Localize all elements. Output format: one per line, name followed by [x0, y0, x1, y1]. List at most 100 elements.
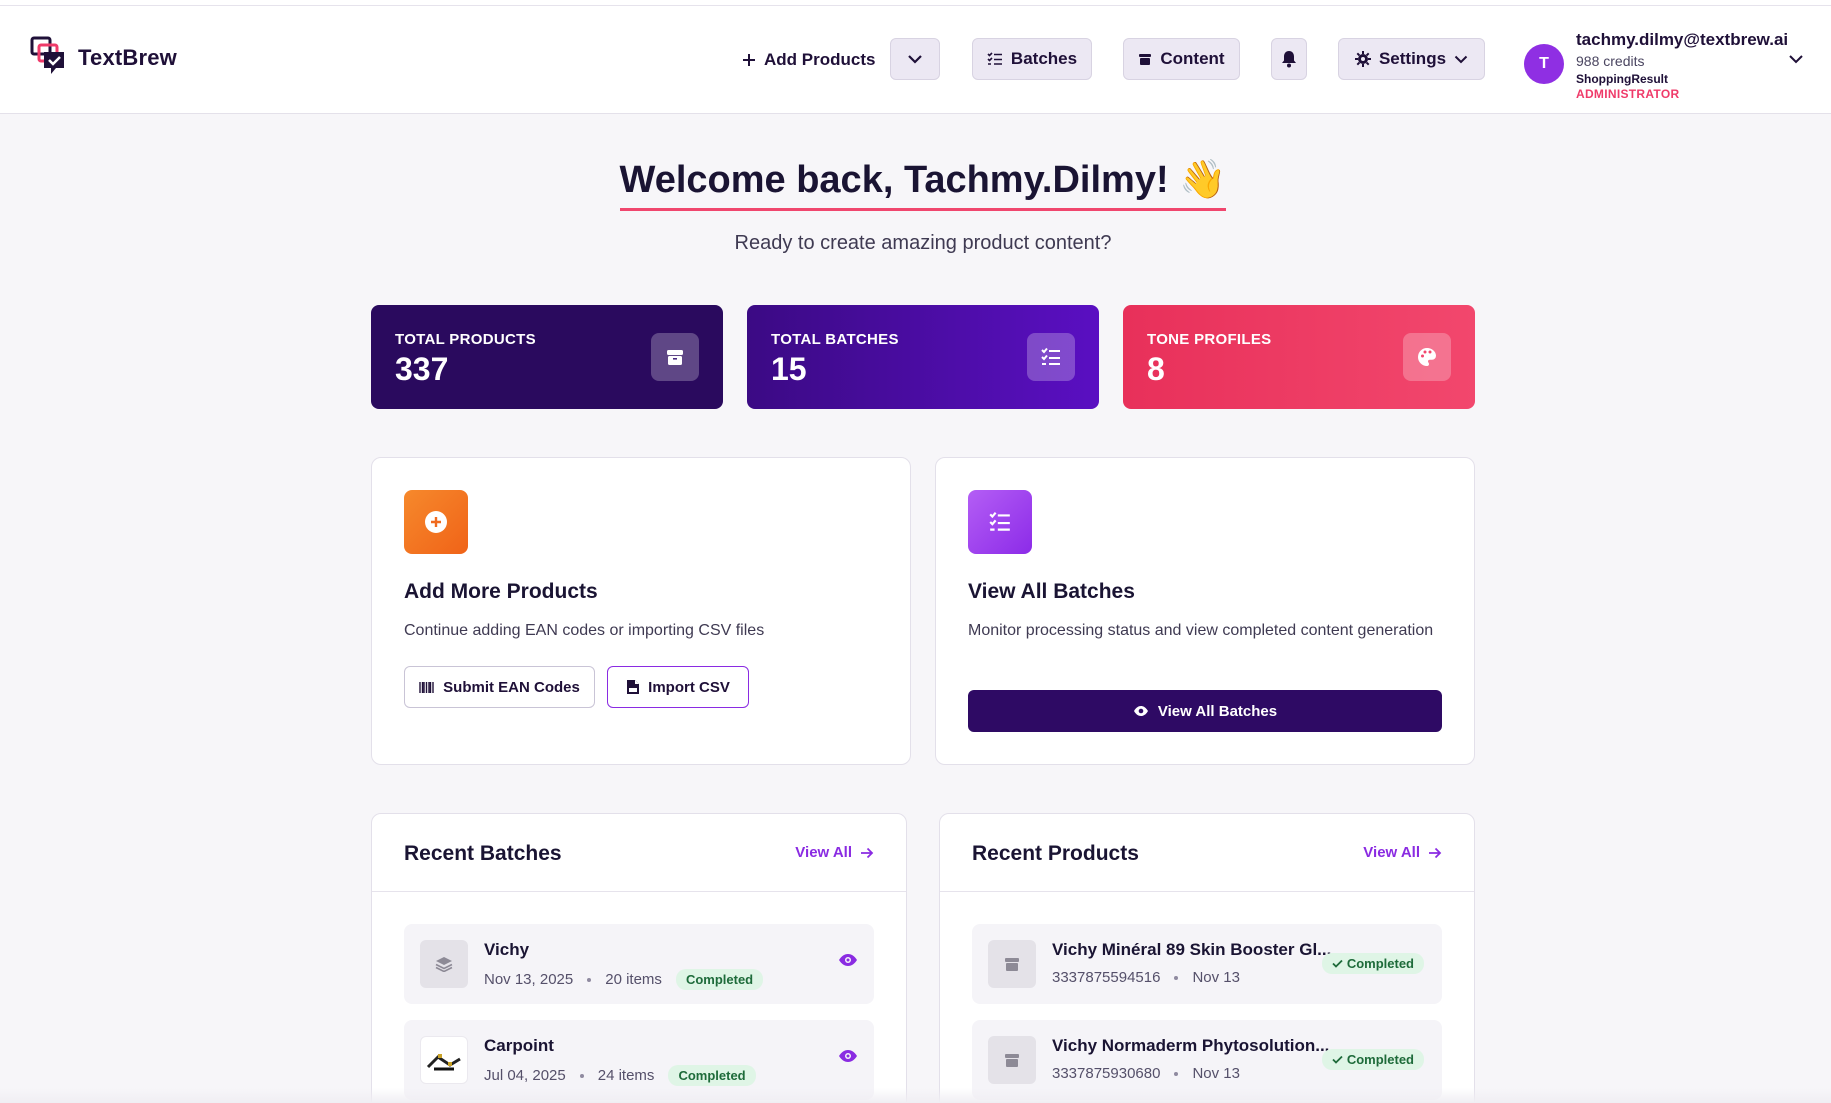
eye-icon — [1133, 705, 1149, 717]
product-name: Vichy Normaderm Phytosolution... — [1052, 1036, 1330, 1055]
app-logo[interactable]: TextBrew — [30, 36, 177, 80]
arrow-right-icon — [860, 847, 874, 859]
card-description: Continue adding EAN codes or importing C… — [404, 622, 765, 639]
view-all-label: View All — [1363, 844, 1420, 861]
welcome-section: Welcome back, Tachmy.Dilmy! 👋 — [0, 158, 1831, 211]
chevron-down-icon — [1454, 55, 1468, 64]
list-check-icon — [968, 490, 1032, 554]
card-title: Add More Products — [404, 580, 598, 603]
status-badge: Completed — [668, 1065, 756, 1086]
list-check-icon — [987, 52, 1003, 66]
batch-date: Jul 04, 2025 — [484, 1067, 566, 1084]
view-all-batches-card: View All Batches Monitor processing stat… — [935, 457, 1475, 765]
status-badge: Completed — [1321, 953, 1424, 974]
content-nav-button[interactable]: Content — [1123, 38, 1240, 80]
stat-card-tone-profiles: TONE PROFILES 8 — [1123, 305, 1475, 409]
product-row[interactable]: Vichy Minéral 89 Skin Booster Gl... 3337… — [972, 924, 1442, 1004]
eye-icon[interactable] — [838, 1049, 858, 1063]
box-icon — [651, 333, 699, 381]
view-all-batches-button[interactable]: View All Batches — [968, 690, 1442, 732]
stat-label: TOTAL BATCHES — [771, 331, 899, 348]
content-label: Content — [1160, 49, 1225, 68]
status-badge: Completed — [675, 969, 764, 990]
stat-value: 8 — [1147, 351, 1165, 387]
batch-date: Nov 13, 2025 — [484, 971, 574, 988]
product-meta: 3337875930680 Nov 13 — [1052, 1065, 1240, 1082]
submit-ean-codes-button[interactable]: Submit EAN Codes — [404, 666, 595, 708]
settings-label: Settings — [1378, 49, 1447, 68]
user-role-badge: ADMINISTRATOR — [1576, 87, 1680, 101]
separator-dot — [579, 1073, 584, 1078]
add-products-button[interactable]: Add Products — [736, 38, 881, 82]
window-top-edge — [0, 0, 1831, 6]
bottom-fade — [0, 1088, 1831, 1103]
stat-card-total-batches: TOTAL BATCHES 15 — [747, 305, 1099, 409]
recent-products-panel: Recent Products View All Vichy Minéral 8… — [939, 813, 1475, 1103]
product-date: Nov 13 — [1192, 969, 1240, 986]
stat-label: TONE PROFILES — [1147, 331, 1272, 348]
plus-circle-icon — [404, 490, 468, 554]
barcode-icon — [419, 681, 435, 694]
batch-row[interactable]: Vichy Nov 13, 2025 20 items Completed — [404, 924, 874, 1004]
product-row[interactable]: Vichy Normaderm Phytosolution... 3337875… — [972, 1020, 1442, 1100]
settings-menu-button[interactable]: Settings — [1338, 38, 1485, 80]
box-icon — [1138, 52, 1152, 66]
add-more-products-card: Add More Products Continue adding EAN co… — [371, 457, 911, 765]
product-name: Vichy Minéral 89 Skin Booster Gl... — [1052, 940, 1332, 959]
car-jack-thumbnail — [420, 1036, 468, 1084]
batch-meta: Nov 13, 2025 20 items Completed — [484, 969, 764, 990]
view-all-products-link[interactable]: View All — [1363, 844, 1442, 861]
stat-value: 337 — [395, 351, 449, 387]
file-csv-icon — [626, 679, 640, 695]
palette-icon — [1403, 333, 1451, 381]
card-description: Monitor processing status and view compl… — [968, 622, 1434, 639]
separator-dot — [1174, 1071, 1179, 1076]
panel-header: Recent Batches View All — [372, 814, 906, 892]
check-icon — [1332, 959, 1343, 968]
avatar: T — [1524, 44, 1564, 84]
recent-batches-panel: Recent Batches View All Vichy Nov 13, 20… — [371, 813, 907, 1103]
status-label: Completed — [1346, 956, 1414, 971]
view-all-batches-link[interactable]: View All — [795, 844, 874, 861]
textbrew-logo-icon — [30, 36, 68, 80]
view-all-batches-label: View All Batches — [1157, 702, 1278, 720]
batch-item-count: 20 items — [605, 971, 662, 988]
product-meta: 3337875594516 Nov 13 — [1052, 969, 1240, 986]
plus-icon — [742, 53, 756, 67]
status-badge: Completed — [1321, 1049, 1424, 1070]
import-csv-label: Import CSV — [648, 678, 730, 696]
notifications-button[interactable] — [1271, 38, 1307, 80]
box-icon — [988, 940, 1036, 988]
box-icon — [988, 1036, 1036, 1084]
chevron-down-icon — [1788, 54, 1804, 64]
add-products-dropdown-button[interactable] — [890, 38, 940, 80]
panel-header: Recent Products View All — [940, 814, 1474, 892]
panel-title: Recent Products — [972, 842, 1139, 865]
top-navigation-bar: TextBrew Add Products Batches Content Se — [0, 6, 1831, 114]
eye-icon[interactable] — [838, 953, 858, 967]
separator-dot — [1174, 975, 1179, 980]
status-label: Completed — [1346, 1052, 1414, 1067]
import-csv-button[interactable]: Import CSV — [607, 666, 749, 708]
batch-name: Carpoint — [484, 1036, 554, 1055]
user-organization: ShoppingResult — [1576, 72, 1668, 86]
arrow-right-icon — [1428, 847, 1442, 859]
app-name: TextBrew — [78, 45, 177, 70]
user-account-menu[interactable]: T tachmy.dilmy@textbrew.ai 988 credits S… — [1524, 24, 1824, 104]
bell-icon — [1281, 50, 1297, 68]
user-credits: 988 credits — [1576, 53, 1645, 69]
batches-nav-button[interactable]: Batches — [972, 38, 1092, 80]
layers-icon — [420, 940, 468, 988]
user-email: tachmy.dilmy@textbrew.ai — [1576, 30, 1789, 49]
gear-icon — [1354, 51, 1371, 67]
chevron-down-icon — [907, 54, 923, 64]
stat-label: TOTAL PRODUCTS — [395, 331, 536, 348]
batch-row[interactable]: Carpoint Jul 04, 2025 24 items Completed — [404, 1020, 874, 1100]
welcome-subtitle: Ready to create amazing product content? — [734, 232, 1112, 254]
separator-dot — [587, 977, 592, 982]
panel-title: Recent Batches — [404, 842, 562, 865]
list-check-icon — [1027, 333, 1075, 381]
stat-card-total-products: TOTAL PRODUCTS 337 — [371, 305, 723, 409]
batch-name: Vichy — [484, 940, 530, 959]
batch-item-count: 24 items — [597, 1067, 655, 1084]
